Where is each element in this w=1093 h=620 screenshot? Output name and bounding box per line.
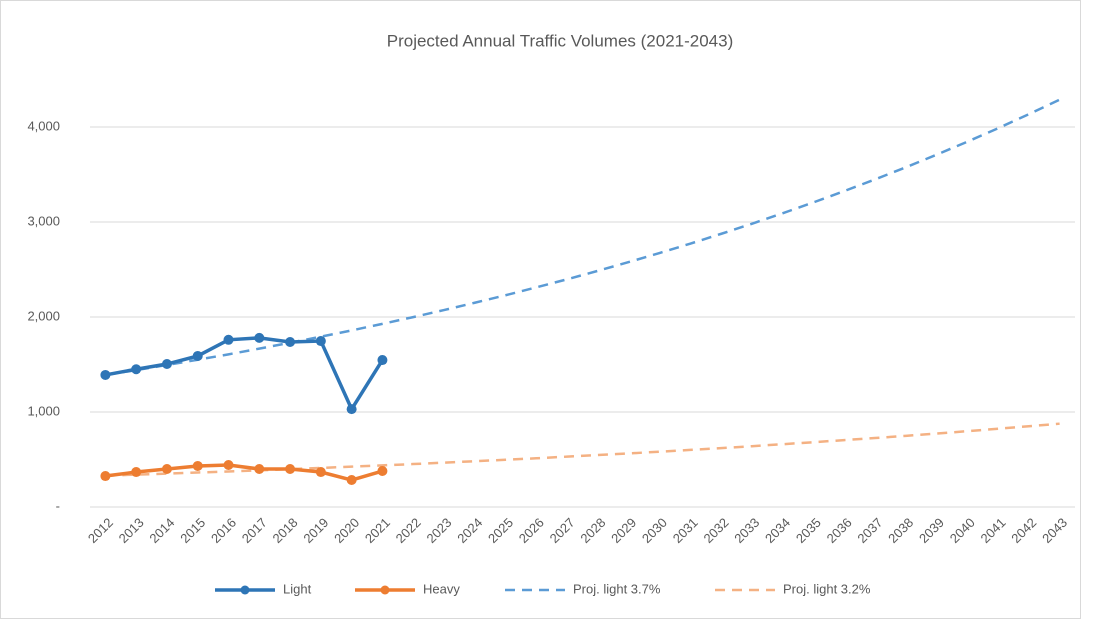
legend-marker [380,585,390,595]
y-tick-label: 2,000 [27,308,60,323]
data-point [223,334,234,345]
data-point [254,332,265,343]
data-point [131,467,142,478]
data-point [377,465,388,476]
y-tick-label: 3,000 [27,213,60,228]
data-point [285,336,296,347]
data-point [315,467,326,478]
data-point [161,359,172,370]
y-tick-label: 1,000 [27,403,60,418]
data-point [100,471,111,482]
legend-marker [240,585,250,595]
series-line [105,336,384,413]
legend-label: Proj. light 3.2% [783,581,871,596]
y-tick-label: 4,000 [27,118,60,133]
chart-title: Projected Annual Traffic Volumes (2021-2… [387,31,734,50]
legend-label: Light [283,581,312,596]
data-point [346,475,357,486]
data-point [377,355,388,366]
legend-label: Heavy [423,581,460,596]
series-line [105,463,383,482]
data-point [285,464,296,474]
data-point [254,464,265,474]
data-point [192,460,203,471]
data-point [131,364,142,375]
data-point [161,464,172,474]
series-line [105,98,1061,377]
y-tick-label: - [56,498,60,513]
data-point [346,404,357,415]
data-point [223,460,234,471]
data-point [315,336,326,347]
legend-label: Proj. light 3.7% [573,581,661,596]
data-point [192,350,203,361]
data-point [100,369,111,380]
